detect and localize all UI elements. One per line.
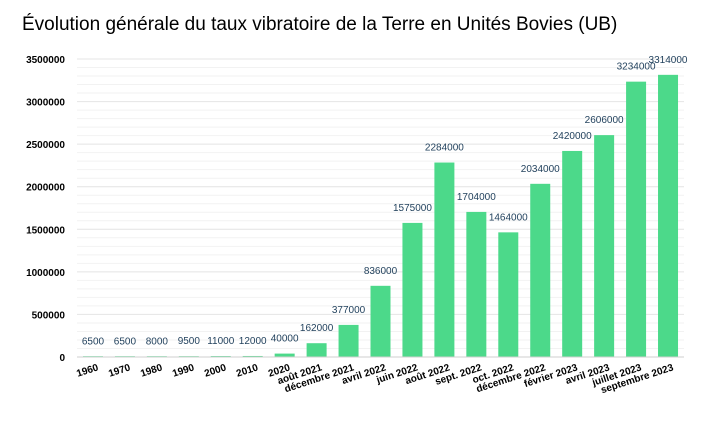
x-tick-label: 1960 [75, 362, 100, 379]
data-label: 6500 [114, 336, 137, 347]
x-tick-label: 1970 [107, 362, 132, 379]
y-tick-label: 0 [59, 353, 65, 364]
data-label: 3234000 [617, 62, 656, 73]
data-label: 6500 [82, 336, 105, 347]
y-tick-label: 500000 [32, 310, 66, 321]
data-label: 12000 [239, 336, 267, 347]
data-label: 1704000 [457, 192, 496, 203]
data-label: 1575000 [393, 203, 432, 214]
bar [306, 343, 327, 357]
y-tick-label: 3000000 [26, 98, 65, 109]
y-axis-ticks: 0 500000 1000000 1500000 2000000 2500000 30000… [26, 55, 65, 364]
bar [402, 222, 423, 357]
data-label: 162000 [300, 323, 334, 334]
data-label: 3314000 [649, 55, 688, 66]
data-label: 377000 [332, 305, 366, 316]
y-tick-label: 1000000 [26, 268, 65, 279]
bar [242, 355, 263, 357]
x-tick-label: 1980 [139, 362, 164, 379]
bar [594, 135, 615, 357]
x-tick-label: 2010 [235, 362, 260, 379]
data-label: 2034000 [521, 164, 560, 175]
data-label: 2284000 [425, 143, 464, 154]
bar [274, 353, 295, 357]
data-label: 1464000 [489, 212, 528, 223]
bar [530, 183, 551, 357]
bar [498, 232, 519, 357]
bar [658, 74, 679, 357]
x-tick-label: 1990 [171, 362, 196, 379]
bar [626, 81, 647, 357]
bars [82, 74, 679, 357]
bar [562, 150, 583, 357]
data-label: 9500 [178, 336, 201, 347]
chart-title: Évolution générale du taux vibratoire de… [22, 14, 618, 35]
y-tick-label: 1500000 [26, 225, 65, 236]
bar [466, 211, 487, 357]
bar [434, 162, 455, 357]
data-label: 40000 [271, 334, 299, 345]
bar [338, 324, 359, 357]
data-label: 2606000 [585, 115, 624, 126]
data-label: 836000 [364, 266, 398, 277]
data-label: 11000 [207, 336, 235, 347]
y-tick-label: 2500000 [26, 140, 65, 151]
y-tick-label: 2000000 [26, 183, 65, 194]
data-label: 8000 [146, 336, 169, 347]
y-tick-label: 3500000 [26, 55, 65, 66]
bar [370, 285, 391, 357]
x-tick-label: 2000 [203, 362, 228, 379]
data-label: 2420000 [553, 131, 592, 142]
